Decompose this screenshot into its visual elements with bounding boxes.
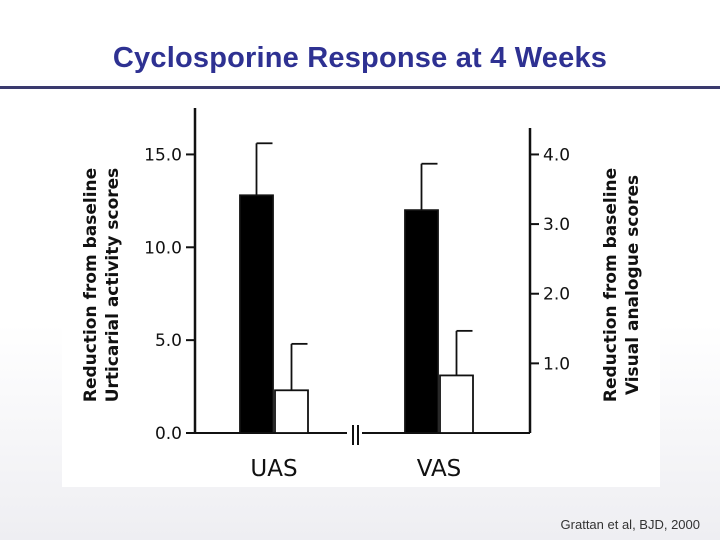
left-axis-label-line1: Reduction from baseline [81,168,101,402]
bar-chart: 0.0 5.0 10.0 15.0 1.0 2.0 3.0 4.0 UAS VAS Reduc… [81,108,643,482]
slide-title: Cyclosporine Response at 4 Weeks [112,42,608,74]
left-axis-tick-label: 5.0 [155,331,182,351]
left-axis-tick-label: 15.0 [144,145,182,165]
category-label: VAS [417,456,462,482]
category-label: UAS [250,456,297,482]
right-axis-tick-label: 4.0 [543,145,570,165]
right-axis: 1.0 2.0 3.0 4.0 [528,128,570,433]
bar-uas-solid [239,194,274,434]
citation: Grattan et al, BJD, 2000 [560,517,700,532]
left-axis: 0.0 5.0 10.0 15.0 [144,108,530,445]
left-axis-tick-label: 0.0 [155,424,182,444]
right-axis-label-line2: Visual analogue scores [623,175,643,395]
title-divider [0,86,720,89]
right-axis-tick-label: 2.0 [543,285,570,305]
bars [239,194,474,434]
bar-uas-outline [274,389,309,434]
right-axis-tick-label: 3.0 [543,215,570,235]
left-axis-label-line2: Urticarial activity scores [103,168,123,403]
bar-vas-solid [404,209,439,434]
figure-panel: 0.0 5.0 10.0 15.0 1.0 2.0 3.0 4.0 UAS VAS Reduc… [62,100,660,487]
error-bars [255,142,473,391]
bar-vas-outline [439,374,474,434]
right-axis-label-line1: Reduction from baseline [601,168,621,402]
left-axis-tick-label: 10.0 [144,238,182,258]
right-axis-tick-label: 1.0 [543,354,570,374]
category-labels: UAS VAS [250,456,461,482]
